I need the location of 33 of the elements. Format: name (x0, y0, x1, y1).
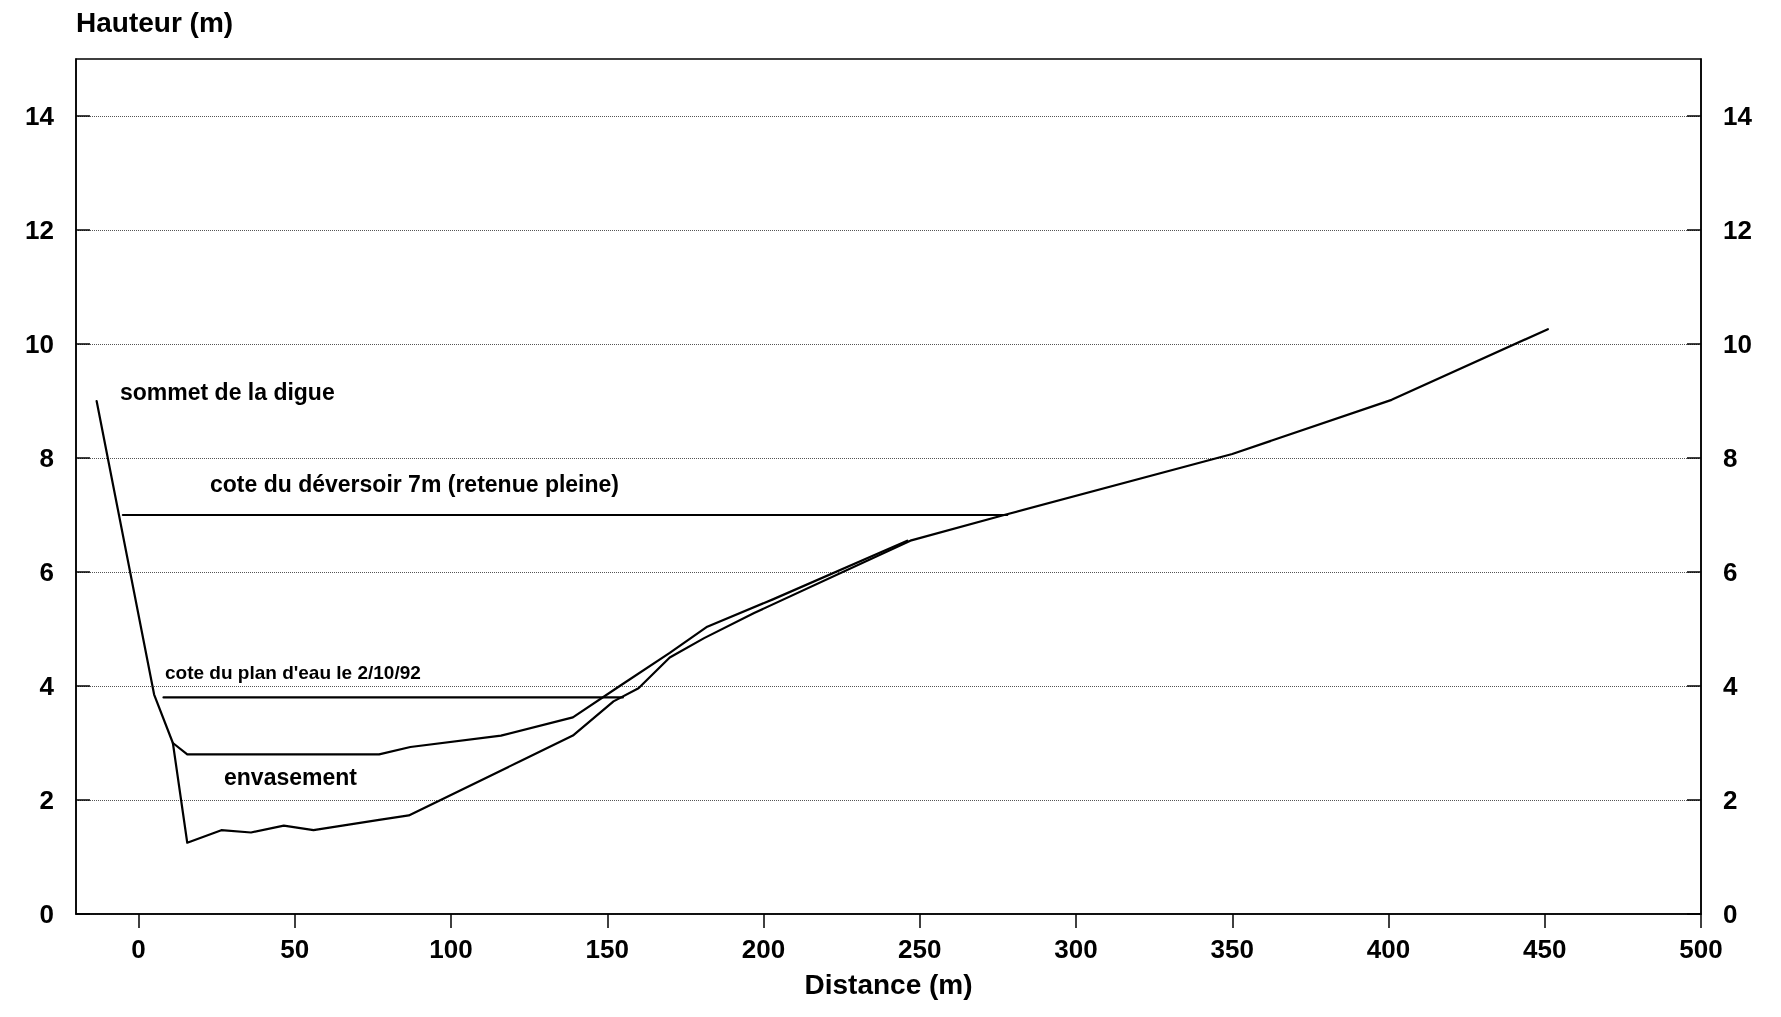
x-tick-label: 150 (585, 934, 629, 964)
y-tick-label: 14 (25, 101, 55, 131)
y2-tick-label: 6 (1723, 557, 1738, 587)
x-tick-label: 100 (429, 934, 473, 964)
annotation: cote du plan d'eau le 2/10/92 (165, 661, 421, 683)
y2-tick-label: 4 (1723, 671, 1738, 701)
annotation: envasement (224, 764, 358, 790)
x-tick-label: 400 (1366, 934, 1411, 964)
y-tick-label: 4 (39, 671, 55, 701)
y-axis-title: Hauteur (m) (76, 6, 234, 38)
y2-tick-label: 2 (1723, 785, 1738, 815)
x-tick-label: 50 (280, 934, 310, 964)
annotation: sommet de la digue (120, 379, 335, 405)
x-axis-title: Distance (m) (804, 968, 973, 1000)
y2-tick-label: 8 (1723, 443, 1738, 473)
y2-tick-label: 10 (1723, 329, 1752, 359)
y-tick-label: 10 (25, 329, 54, 359)
annotation: cote du déversoir 7m (retenue pleine) (210, 471, 620, 497)
y-tick-label: 12 (25, 215, 54, 245)
y-tick-label: 0 (39, 899, 54, 929)
y2-tick-label: 12 (1723, 215, 1752, 245)
x-tick-label: 300 (1054, 934, 1098, 964)
x-tick-label: 200 (741, 934, 786, 964)
x-tick-label: 450 (1523, 934, 1567, 964)
x-tick-label: 250 (898, 934, 942, 964)
x-tick-label: 500 (1679, 934, 1723, 964)
y2-tick-label: 14 (1723, 101, 1753, 131)
y2-tick-label: 0 (1723, 899, 1738, 929)
x-tick-label: 0 (131, 934, 146, 964)
y-tick-label: 2 (39, 785, 54, 815)
y-tick-label: 6 (39, 557, 54, 587)
y-tick-label: 8 (39, 443, 54, 473)
x-tick-label: 350 (1210, 934, 1254, 964)
